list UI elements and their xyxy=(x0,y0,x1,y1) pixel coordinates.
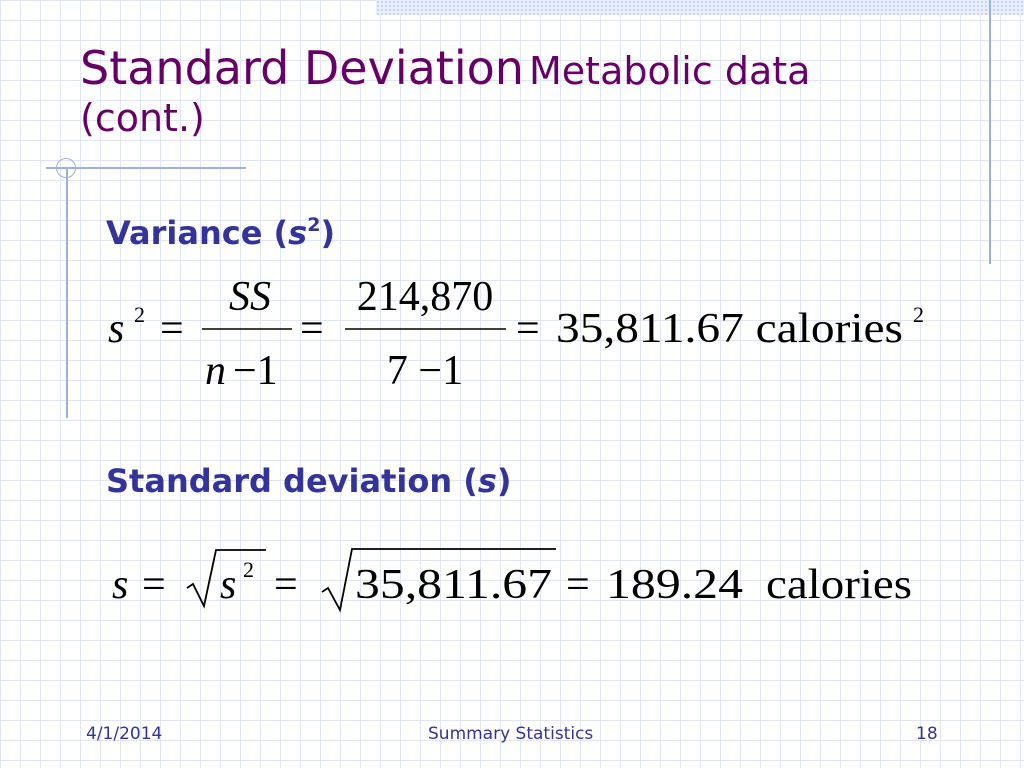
stddev-heading-pre: Standard deviation ( xyxy=(106,462,478,500)
sd-eq-sign-1: = xyxy=(142,562,166,608)
sd-radical-2 xyxy=(321,548,556,613)
variance-heading-pre: Variance ( xyxy=(106,214,289,252)
sd-eq-sign-2: = xyxy=(274,562,298,608)
sd-radical-1 xyxy=(186,549,266,609)
title-sub: Metabolic data (cont.) xyxy=(80,49,811,140)
sd-unit: calories xyxy=(766,562,912,608)
footer-center: Summary Statistics xyxy=(428,724,594,744)
var-den2: 7 −1 xyxy=(387,348,463,394)
sd-eq-sign-3: = xyxy=(566,562,590,608)
stddev-equation: s = s 2 = 35,811.67 = 189.24 calories xyxy=(112,548,912,613)
title-underline xyxy=(46,167,246,169)
right-border-line xyxy=(989,0,991,264)
left-border-line xyxy=(66,168,68,418)
variance-heading-symbol: s xyxy=(288,214,308,252)
sd-radicand-var: s xyxy=(220,562,236,608)
var-den1-rest: −1 xyxy=(233,348,278,394)
var-lhs: s xyxy=(108,306,124,352)
footer-page-number: 18 xyxy=(916,724,938,744)
var-eq-sign-1: = xyxy=(160,306,184,352)
sd-result: 189.24 xyxy=(606,562,743,608)
sd-radicand-2: 35,811.67 xyxy=(355,562,552,608)
var-num2: 214,870 xyxy=(357,274,494,320)
variance-heading: Variance (s2) xyxy=(106,214,335,252)
top-decorative-band xyxy=(376,0,1024,15)
slide-title: Standard Deviation Metabolic data (cont.… xyxy=(80,41,940,140)
stddev-heading: Standard deviation (s) xyxy=(106,462,512,500)
footer-date: 4/1/2014 xyxy=(86,724,163,744)
var-den1-var: n xyxy=(205,348,226,394)
var-eq-sign-3: = xyxy=(516,306,540,352)
var-result: 35,811.67 calories xyxy=(556,306,903,352)
var-num1: SS xyxy=(229,274,271,320)
corner-circle-mark xyxy=(56,158,76,178)
sd-radicand-exp: 2 xyxy=(243,557,254,582)
variance-heading-post: ) xyxy=(320,214,336,252)
title-main: Standard Deviation xyxy=(80,41,524,95)
variance-heading-sup: 2 xyxy=(307,214,321,236)
var-eq-sign-2: = xyxy=(300,306,324,352)
stddev-heading-symbol: s xyxy=(477,462,497,500)
var-result-exp: 2 xyxy=(913,302,924,327)
variance-equation: s 2 = SS n −1 = 214,870 7 −1 = 35,811.67… xyxy=(108,274,924,394)
stddev-heading-post: ) xyxy=(496,462,512,500)
sd-lhs: s xyxy=(112,562,128,608)
var-lhs-exp: 2 xyxy=(134,302,145,327)
